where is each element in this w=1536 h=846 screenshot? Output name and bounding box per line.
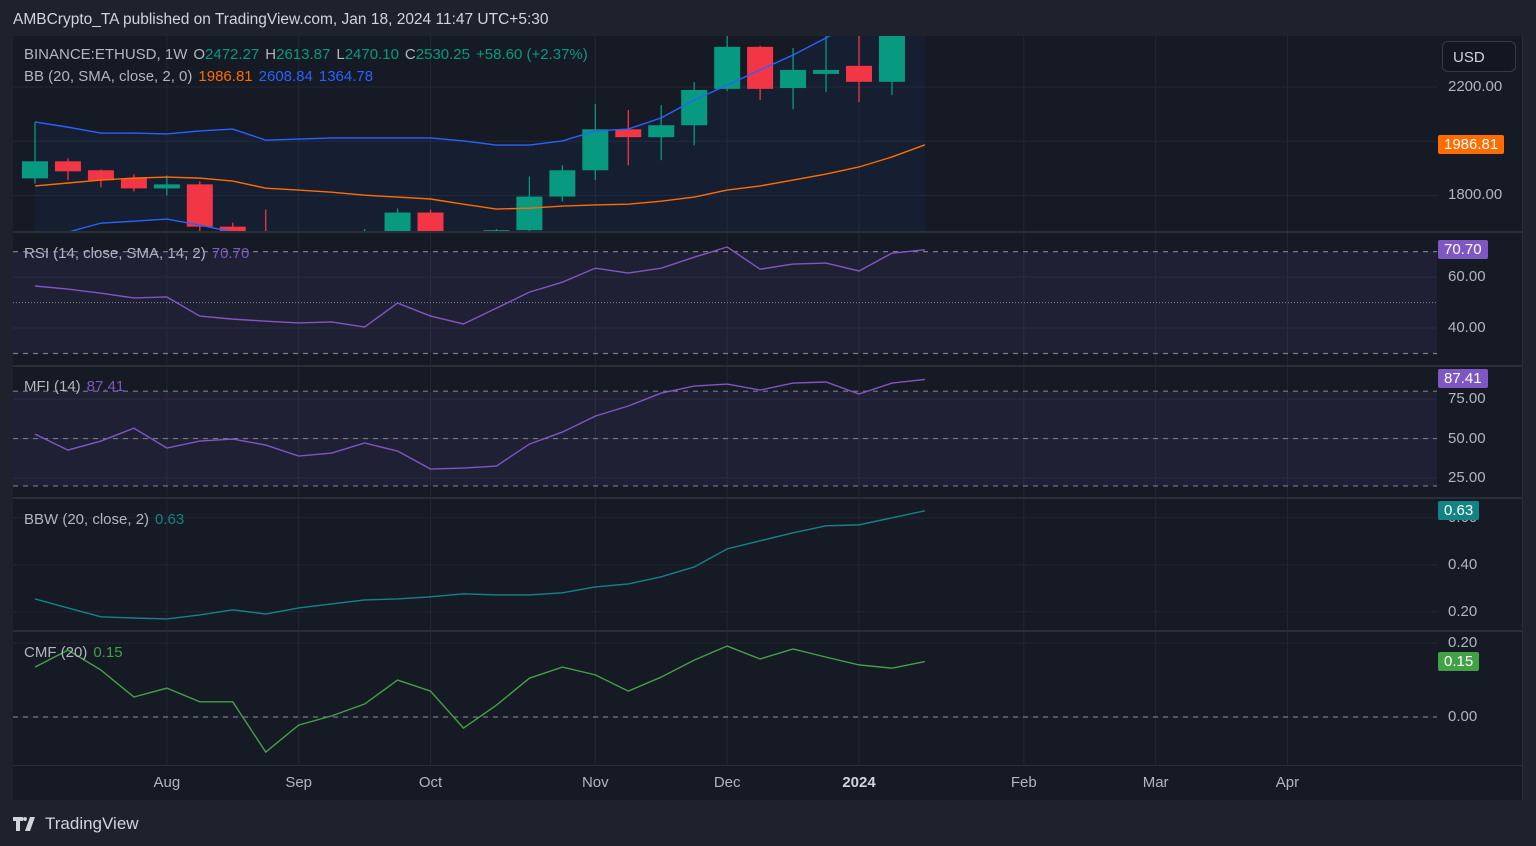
bb-label: BB (20, SMA, close, 2, 0) — [24, 68, 193, 85]
time-axis-label: 2024 — [842, 774, 876, 791]
time-axis-label: Aug — [153, 774, 181, 791]
close-label: C — [404, 46, 416, 63]
open-value: 2472.27 — [205, 46, 260, 63]
mfi-pane — [13, 378, 1437, 487]
candle-body — [120, 178, 147, 189]
mfi-line — [34, 378, 925, 470]
candle-body — [54, 161, 81, 172]
candle-body — [582, 129, 609, 171]
candle-body — [186, 184, 213, 227]
price-axis-label: 0.20 — [1448, 602, 1478, 620]
symbol-legend: BINANCE:ETHUSD, 1W O2472.27 H2613.87 L2470.… — [24, 46, 594, 63]
time-axis-label: Mar — [1142, 774, 1169, 791]
bb-band-fill — [35, 36, 925, 231]
brand-name: TradingView — [45, 814, 139, 833]
mfi-value: 87.41 — [86, 378, 125, 395]
price-axis-label: 50.00 — [1448, 429, 1486, 447]
bb-lower-line — [69, 218, 232, 231]
bb-upper-line — [34, 36, 831, 146]
candle-body — [912, 0, 938, 13]
candle-body — [615, 129, 642, 138]
time-axis-label: Feb — [1010, 774, 1037, 791]
candle-body — [747, 46, 774, 89]
rsi-legend[interactable]: RSI (14, close, SMA, 14, 2) 70.70 — [24, 245, 255, 262]
rsi-pane — [13, 246, 1437, 355]
bbw-value-tag: 0.63 — [1438, 500, 1480, 520]
candle-body — [87, 170, 114, 181]
time-axis-label: Oct — [418, 774, 443, 791]
price-axis-label: 0.20 — [1448, 634, 1478, 652]
mfi-legend[interactable]: MFI (14) 87.41 — [24, 378, 130, 395]
cmf-label: CMF (20) — [24, 644, 88, 661]
mfi-value-tag: 87.41 — [1438, 369, 1488, 389]
price-axis-label: 60.00 — [1448, 268, 1486, 286]
candle-body — [813, 69, 840, 74]
time-axis-label: Dec — [713, 774, 741, 791]
tradingview-logo-icon — [13, 817, 35, 831]
candle-body — [878, 36, 905, 82]
cmf-legend[interactable]: CMF (20) 0.15 — [24, 644, 129, 661]
cmf-value: 0.15 — [93, 644, 123, 661]
bb-legend[interactable]: BB (20, SMA, close, 2, 0) 1986.81 2608.84 1… — [24, 68, 379, 85]
price-pane — [22, 0, 938, 231]
bb-basis-value: 1986.81 — [198, 68, 253, 85]
candle-body — [780, 69, 807, 89]
rsi-value-tag: 70.70 — [1438, 239, 1488, 259]
cmf-line — [34, 645, 926, 754]
rsi-line — [34, 246, 925, 328]
rsi-label: RSI (14, close, SMA, 14, 2) — [24, 245, 206, 262]
bb-upper-value: 2608.84 — [258, 68, 313, 85]
candle-body — [549, 170, 576, 197]
bb-basis-line — [34, 144, 926, 210]
time-axis-label: Nov — [581, 774, 609, 791]
time-axis-label: Apr — [1275, 774, 1300, 791]
tradingview-logo[interactable]: TradingView — [13, 814, 139, 834]
cmf-value-tag: 0.15 — [1438, 651, 1480, 671]
price-axis-label: 1800.00 — [1448, 186, 1503, 204]
candle-body — [483, 230, 510, 231]
candle-body — [648, 125, 675, 138]
high-value: 2613.87 — [276, 46, 331, 63]
bbw-pane — [34, 510, 926, 620]
change-value: +58.60 (+2.37%) — [476, 46, 588, 63]
candle-body — [417, 212, 444, 231]
bbw-legend[interactable]: BBW (20, close, 2) 0.63 — [24, 511, 190, 528]
cmf-pane — [13, 645, 1437, 754]
high-label: H — [265, 46, 277, 63]
low-value: 2470.10 — [344, 46, 399, 63]
bbw-label: BBW (20, close, 2) — [24, 511, 150, 528]
price-axis-label: 40.00 — [1448, 319, 1486, 337]
candle-body — [22, 161, 48, 179]
bb-lower-value: 1364.78 — [318, 68, 374, 85]
bb-basis-price-tag: 1986.81 — [1438, 134, 1505, 154]
chart-area — [13, 36, 1523, 800]
candle-body — [516, 196, 543, 231]
pane-separators — [13, 36, 1523, 800]
low-label: L — [336, 46, 345, 63]
bbw-value: 0.63 — [155, 511, 185, 528]
candle-body — [714, 46, 741, 89]
bbw-line — [34, 510, 926, 620]
close-value: 2530.25 — [415, 46, 470, 63]
symbol-name[interactable]: BINANCE:ETHUSD, 1W — [24, 46, 188, 63]
open-label: O — [193, 46, 206, 63]
price-axis-label: 2200.00 — [1448, 77, 1503, 95]
candle-body — [219, 226, 246, 231]
candle-body — [846, 65, 872, 82]
publish-info: AMBCrypto_TA published on TradingView.co… — [13, 11, 549, 28]
price-axis-label: 75.00 — [1448, 390, 1486, 408]
rsi-value: 70.70 — [211, 245, 250, 262]
price-axis-label: 0.40 — [1448, 555, 1478, 573]
time-axis-label: Sep — [285, 774, 313, 791]
price-axis-label: 0.00 — [1448, 707, 1478, 725]
mfi-label: MFI (14) — [24, 378, 81, 395]
candle-body — [384, 212, 411, 231]
candle-body — [153, 184, 180, 189]
price-axis-label: 25.00 — [1448, 469, 1486, 487]
currency-button[interactable]: USD — [1442, 41, 1516, 72]
